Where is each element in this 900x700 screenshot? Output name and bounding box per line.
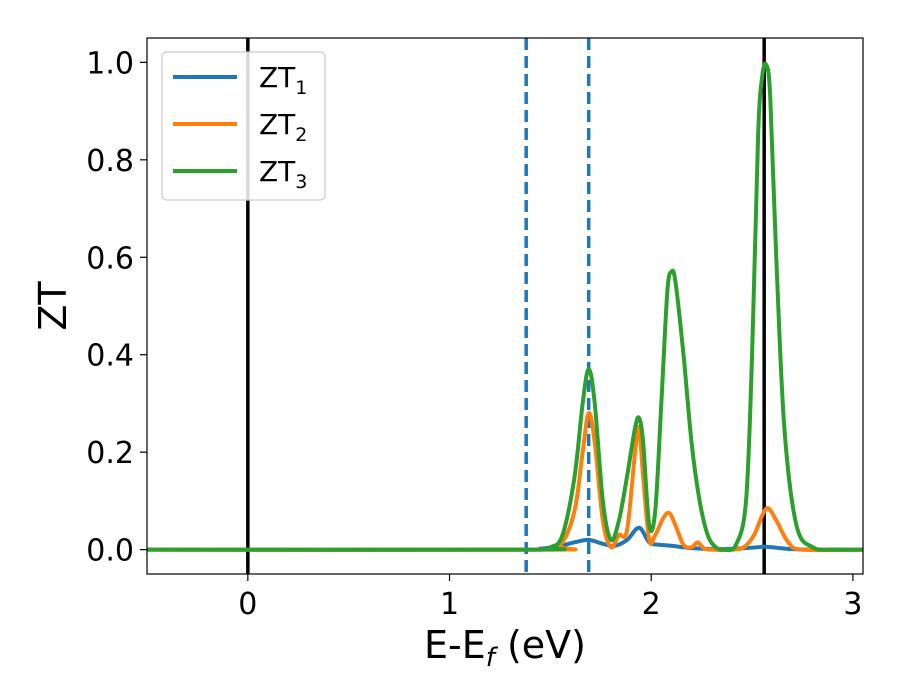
legend-box <box>161 51 326 201</box>
legend: ZT1 ZT2 ZT3 <box>161 51 326 201</box>
y-axis-label: ZT <box>31 281 75 331</box>
series-line-zt2 <box>147 411 863 553</box>
legend-label-zt3: ZT3 <box>259 155 307 193</box>
y-tick-label: 0.4 <box>86 339 134 374</box>
legend-label-zt2: ZT2 <box>259 108 307 146</box>
x-tick-label: 3 <box>843 587 862 622</box>
y-tick-label: 0.6 <box>86 241 134 276</box>
y-tick-label: 0.0 <box>86 534 134 569</box>
x-tick-label: 2 <box>642 587 661 622</box>
x-axis-label: E-Ef (eV) <box>424 623 586 673</box>
x-tick-label: 0 <box>238 587 257 622</box>
y-tick-label: 1.0 <box>86 46 134 81</box>
plot-frame <box>146 37 864 575</box>
y-tick-label: 0.2 <box>86 436 134 471</box>
legend-label-zt1: ZT1 <box>259 61 307 99</box>
series-line-zt3 <box>147 61 863 553</box>
y-tick-label: 0.8 <box>86 144 134 179</box>
x-tick-label: 1 <box>440 587 459 622</box>
